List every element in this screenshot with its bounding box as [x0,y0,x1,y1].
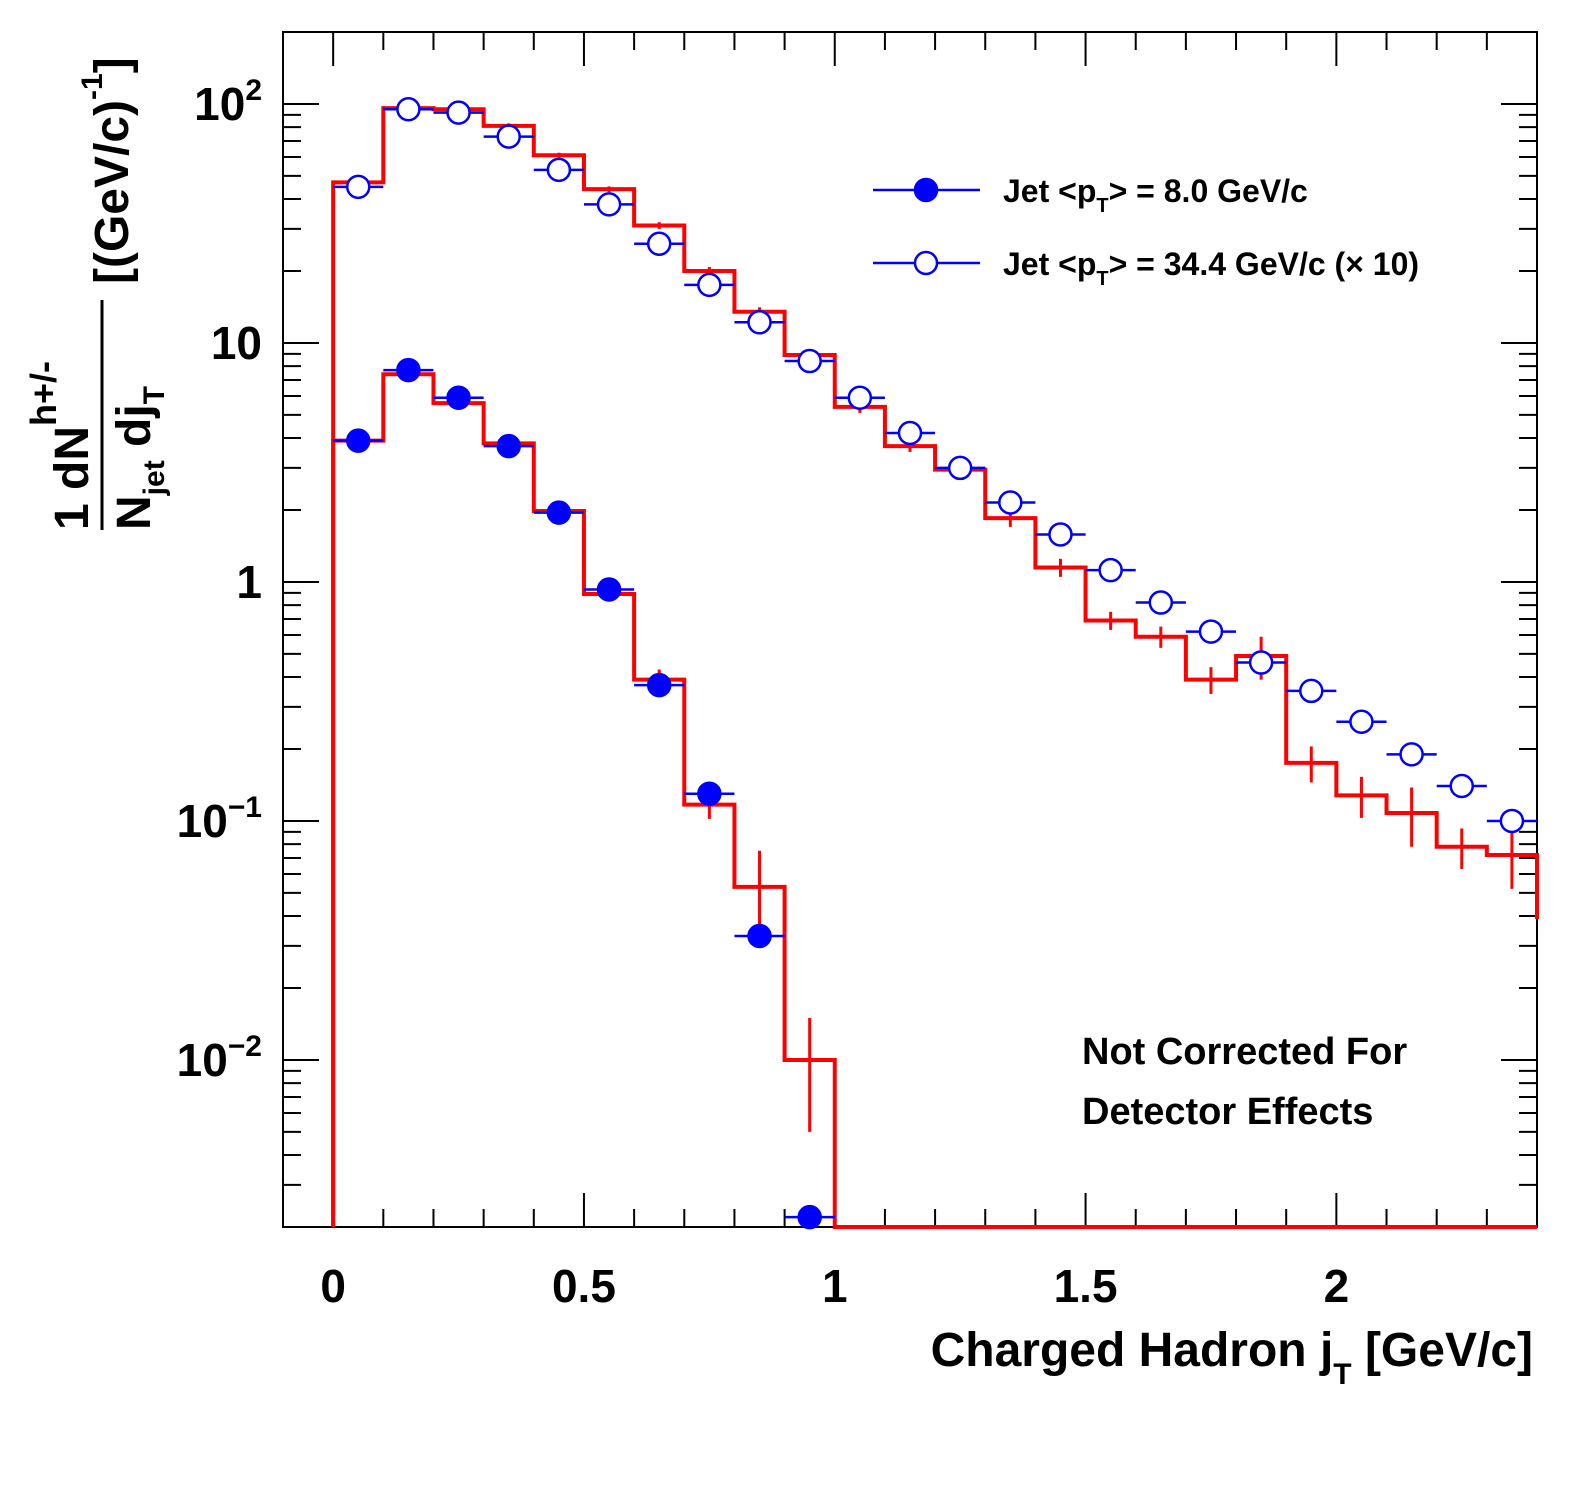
series-1-point [847,385,873,410]
series-1-point [1349,709,1374,735]
series-1-point [1098,557,1123,583]
series-0-point [596,577,622,602]
series-1-point [897,420,923,446]
legend-entry-jet-34: Jet <pT> = 34.4 GeV/c (× 10) [873,246,1419,290]
annotation-line-1: Not Corrected For [1082,1031,1407,1073]
series-1-point [596,192,622,217]
x-tick-label: 0.5 [552,1260,616,1312]
series-1-point [345,174,371,200]
series-0-point [697,781,722,806]
y-tick-label: 10 [211,317,262,369]
series-0-point [546,500,572,525]
svg-text:[(GeV/c)-1]: [(GeV/c)-1] [76,57,139,284]
series-1-point [947,455,973,481]
series-1-point [396,97,421,122]
x-tick-label: 2 [1324,1260,1350,1312]
svg-text:Njet djT: Njet djT [108,386,171,530]
x-tick-label: 1 [822,1260,848,1312]
svg-text:Jet <pT> = 34.4 GeV/c (× 10): Jet <pT> = 34.4 GeV/c (× 10) [1003,246,1419,290]
axis-tick-labels: 0 0.5 1 1.5 2 102 10 1 10−1 10−2 [177,74,1350,1312]
axis-ticks [283,31,1538,1228]
y-tick-label: 10−1 [177,791,262,847]
series-1-point [747,310,772,335]
series-1-point [1248,650,1274,675]
series-1-point [797,348,822,374]
histogram-1-step [331,106,1539,1227]
svg-text:1 dNh+/-: 1 dNh+/- [23,361,99,530]
series-1-point [1148,590,1174,615]
series-1-point [546,157,572,183]
y-tick-label: 10−2 [177,1030,262,1086]
series-1-point [998,490,1023,515]
series-1-point [697,272,722,298]
svg-text:Jet <pT> = 8.0 GeV/c: Jet <pT> = 8.0 GeV/c [1003,173,1308,217]
y-axis-title: 1 dNh+/- Njet djT [(GeV/c)-1] [23,57,171,530]
series-1-point [446,100,471,125]
series-0-point [345,428,371,453]
series-0-point [646,672,672,698]
y-tick-label: 102 [194,74,262,130]
series-1-point [1048,522,1073,547]
series-0-point [797,1204,822,1230]
series-0-point [446,385,471,410]
legend-entry-jet-8: Jet <pT> = 8.0 GeV/c [873,173,1308,217]
y-tick-label: 1 [236,556,262,608]
series-1-point [1198,619,1224,644]
series-0-point [747,923,772,949]
x-axis-title: Charged Hadron jT [GeV/c] [931,1324,1533,1391]
series-1-point [1449,773,1475,799]
x-tick-label: 0 [320,1260,346,1312]
series-0-point [396,357,421,383]
series-1-point [1299,678,1324,704]
series-1-point [496,124,521,149]
series-1-point [1399,742,1424,767]
series-0-point [496,433,521,459]
series-1-point [1499,808,1525,834]
series-1-point [646,231,672,257]
legend: Jet <pT> = 8.0 GeV/c Jet <pT> = 34.4 GeV… [873,173,1419,290]
annotation-line-2: Detector Effects [1082,1091,1373,1133]
data-series [333,97,1537,1230]
x-tick-label: 1.5 [1054,1260,1118,1312]
